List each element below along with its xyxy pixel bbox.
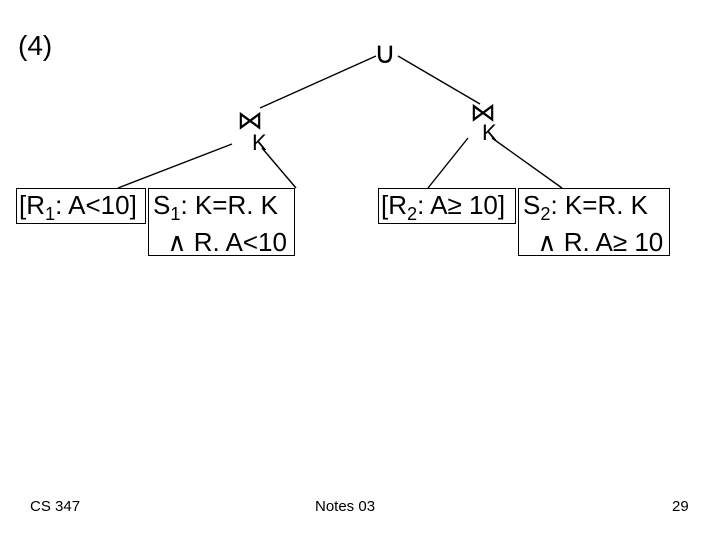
footer-notes: Notes 03 [315, 498, 375, 515]
tree-edges [0, 0, 720, 540]
footer-page: 29 [672, 498, 689, 515]
footer-course: CS 347 [30, 498, 80, 515]
